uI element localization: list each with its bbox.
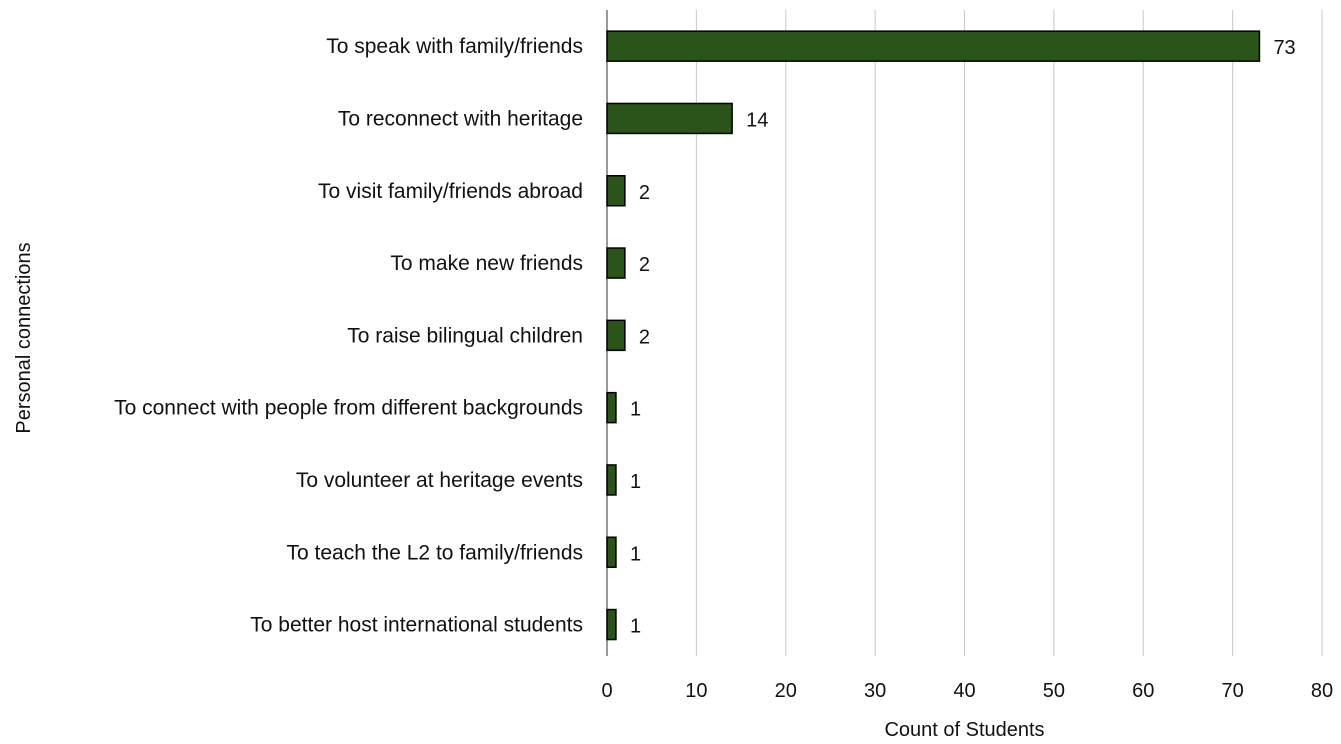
x-tick-label: 60	[1132, 680, 1154, 702]
bar	[606, 30, 1261, 62]
category-label: To reconnect with heritage	[338, 107, 583, 130]
category-label: To connect with people from different ba…	[114, 397, 583, 420]
data-label: 1	[630, 399, 641, 421]
bars	[606, 30, 1261, 641]
data-label: 1	[630, 543, 641, 565]
bar	[606, 536, 617, 568]
category-labels: To speak with family/friends To reconnect…	[114, 35, 583, 636]
bar	[606, 102, 733, 135]
x-tick-labels: 0 10 20 30 40 50 60 70 80	[601, 680, 1333, 702]
y-axis-title: Personal connections	[13, 242, 35, 433]
gridlines	[695, 10, 1323, 656]
x-tick-label: 70	[1222, 680, 1244, 702]
x-tick-label: 30	[864, 680, 886, 702]
x-axis-title: Count of Students	[884, 719, 1044, 741]
category-label: To make new friends	[390, 252, 583, 275]
category-label: To better host international students	[250, 614, 583, 637]
bar	[606, 464, 617, 496]
category-label: To teach the L2 to family/friends	[287, 541, 584, 564]
bar	[606, 247, 626, 279]
x-tick-label: 10	[685, 680, 707, 702]
data-label: 73	[1273, 37, 1295, 59]
x-tick-label: 0	[601, 680, 612, 702]
data-label: 14	[746, 109, 768, 131]
x-tick-label: 50	[1043, 680, 1065, 702]
data-label: 1	[630, 471, 641, 493]
data-label: 2	[639, 182, 650, 204]
category-label: To raise bilingual children	[347, 324, 583, 347]
x-tick-label: 80	[1311, 680, 1333, 702]
bar	[606, 391, 617, 424]
data-label: 2	[639, 326, 650, 348]
category-label: To volunteer at heritage events	[296, 469, 583, 492]
bar	[606, 319, 626, 352]
category-label: To visit family/friends abroad	[318, 180, 583, 203]
data-label: 2	[639, 254, 650, 276]
data-labels: 73 14 2 2 2 1 1 1 1	[630, 37, 1296, 637]
category-label: To speak with family/friends	[326, 35, 583, 58]
bar	[606, 608, 617, 641]
x-tick-label: 20	[775, 680, 797, 702]
bar	[606, 175, 626, 207]
data-label: 1	[630, 616, 641, 638]
x-tick-label: 40	[953, 680, 975, 702]
